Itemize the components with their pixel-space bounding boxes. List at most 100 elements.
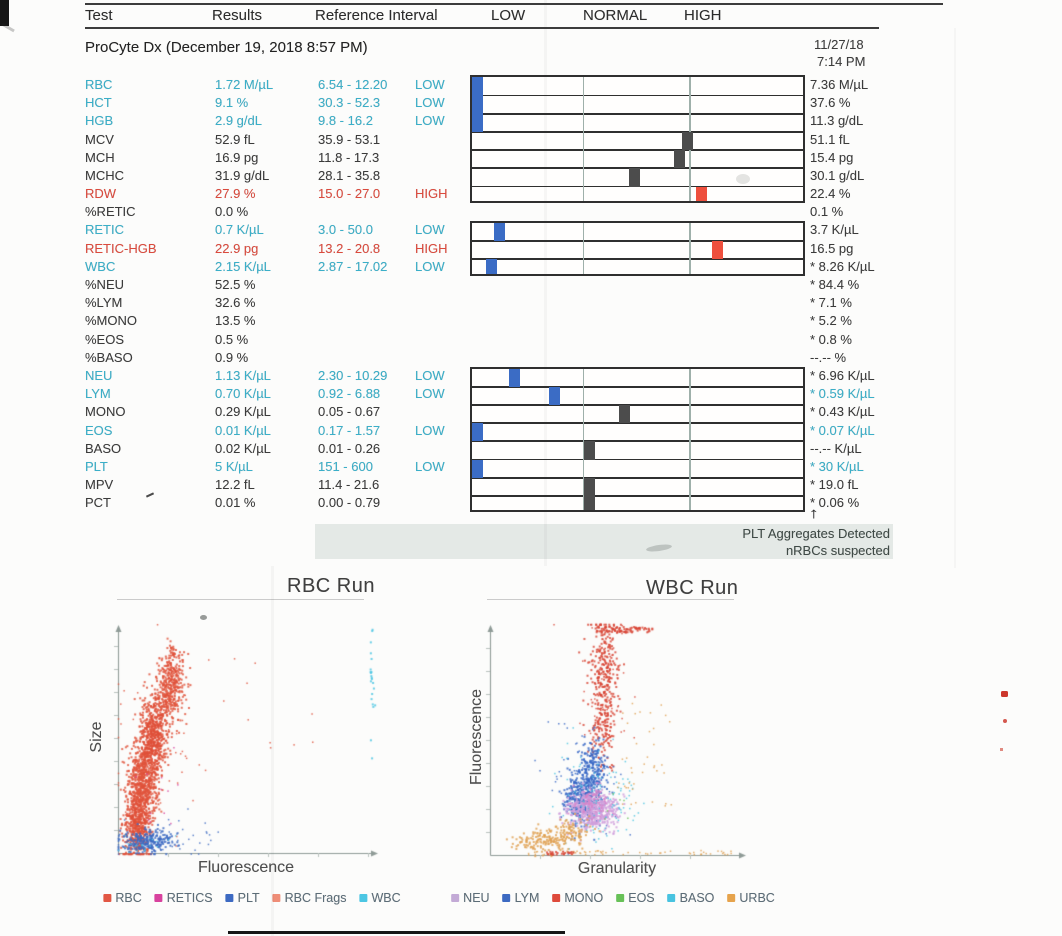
test-name: %EOS bbox=[85, 331, 125, 347]
range-marker bbox=[472, 459, 483, 478]
range-marker bbox=[584, 495, 595, 511]
table-row: LYM 0.70 K/µL 0.92 - 6.88 LOW * 0.59 K/µL bbox=[85, 385, 1045, 403]
test-name: PLT bbox=[85, 458, 108, 474]
previous-value: * 30 K/µL bbox=[810, 458, 864, 474]
legend-item: BASO bbox=[667, 891, 714, 905]
legend-swatch bbox=[552, 894, 561, 902]
range-bar-group bbox=[470, 366, 805, 513]
table-row: MCH 16.9 pg 11.8 - 17.3 15.4 pg bbox=[85, 148, 1045, 166]
legend-label: NEU bbox=[463, 891, 490, 905]
table-row: MPV 12.2 fL 11.4 - 21.6 * 19.0 fL bbox=[85, 476, 1045, 494]
reference-interval: 0.01 - 0.26 bbox=[318, 440, 381, 456]
legend-item: RETICS bbox=[154, 891, 213, 905]
result-value: 0.0 % bbox=[215, 204, 249, 220]
reference-interval: 11.4 - 21.6 bbox=[318, 477, 380, 493]
bar-separator bbox=[472, 112, 803, 115]
flag: LOW bbox=[415, 386, 445, 402]
bar-separator bbox=[472, 167, 803, 170]
previous-value: * 0.43 K/µL bbox=[810, 404, 875, 420]
previous-value: * 5.2 % bbox=[810, 313, 852, 329]
reference-interval: 6.54 - 12.20 bbox=[318, 76, 388, 92]
previous-value: * 0.07 K/µL bbox=[810, 422, 875, 438]
rbc-run-title: RBC Run bbox=[287, 575, 375, 597]
legend-item: LYM bbox=[502, 891, 540, 905]
reference-interval: 13.2 - 20.8 bbox=[318, 240, 381, 256]
test-name: MCHC bbox=[85, 167, 124, 183]
table-row: %NEU 52.5 % * 84.4 % bbox=[85, 275, 1045, 293]
test-name: PCT bbox=[85, 495, 111, 511]
scan-artifact-corner bbox=[0, 0, 9, 26]
range-marker bbox=[472, 95, 483, 114]
result-value: 0.7 K/µL bbox=[215, 222, 264, 238]
table-row: PCT 0.01 % 0.00 - 0.79 * 0.06 % bbox=[85, 494, 1045, 512]
scan-artifact-bottom-line bbox=[228, 931, 565, 934]
legend-swatch bbox=[154, 894, 163, 902]
result-value: 1.72 M/µL bbox=[215, 76, 274, 92]
previous-value: 7.36 M/µL bbox=[810, 76, 869, 92]
legend-label: MONO bbox=[564, 891, 604, 905]
wbc-run-legend: NEU LYM MONO EOS BASO URBC bbox=[451, 891, 775, 905]
results-table: RBC 1.72 M/µL 6.54 - 12.20 LOW 7.36 M/µL HCT 9… bbox=[85, 75, 1045, 512]
table-row: RDW 27.9 % 15.0 - 27.0 HIGH 22.4 % bbox=[85, 185, 1045, 203]
previous-value: * 0.59 K/µL bbox=[810, 386, 875, 402]
table-row: RBC 1.72 M/µL 6.54 - 12.20 LOW 7.36 M/µL bbox=[85, 75, 1045, 93]
test-name: HCT bbox=[85, 95, 112, 111]
previous-run-time: 7:14 PM bbox=[817, 54, 866, 69]
up-arrow-icon: ↑ bbox=[808, 505, 820, 522]
range-marker bbox=[628, 168, 640, 187]
bar-separator bbox=[472, 130, 803, 133]
previous-value: 15.4 pg bbox=[810, 149, 854, 165]
legend-swatch bbox=[616, 894, 625, 902]
previous-run-date: 11/27/18 bbox=[814, 37, 864, 52]
scan-smudge bbox=[200, 615, 207, 620]
legend-swatch bbox=[451, 894, 460, 902]
range-marker bbox=[508, 368, 520, 387]
table-row: PLT 5 K/µL 151 - 600 LOW * 30 K/µL bbox=[85, 457, 1045, 475]
legend-swatch bbox=[225, 894, 234, 902]
legend-label: LYM bbox=[514, 891, 540, 905]
table-row: NEU 1.13 K/µL 2.30 - 10.29 LOW * 6.96 K/µL bbox=[85, 366, 1045, 384]
reference-interval: 30.3 - 52.3 bbox=[318, 95, 381, 111]
bar-separator bbox=[472, 149, 803, 151]
wbc-run-scatter-plot bbox=[470, 603, 762, 865]
flag: LOW bbox=[415, 113, 445, 129]
legend-label: RBC bbox=[115, 891, 142, 905]
previous-value: 22.4 % bbox=[810, 186, 851, 202]
previous-value: * 6.96 K/µL bbox=[810, 367, 875, 383]
test-name: %NEU bbox=[85, 277, 125, 293]
previous-value: 3.7 K/µL bbox=[810, 222, 859, 238]
top-rule bbox=[85, 3, 943, 5]
bar-separator bbox=[472, 403, 803, 406]
range-marker bbox=[619, 404, 631, 424]
flag: HIGH bbox=[415, 186, 448, 202]
test-name: MCH bbox=[85, 149, 115, 165]
table-row: %EOS 0.5 % * 0.8 % bbox=[85, 330, 1045, 348]
scan-fold-line bbox=[954, 28, 956, 568]
scan-artifact-red-dot bbox=[1000, 748, 1003, 751]
result-value: 1.13 K/µL bbox=[215, 367, 271, 383]
flag: LOW bbox=[415, 222, 445, 238]
range-third-divider bbox=[582, 77, 585, 201]
test-name: RETIC bbox=[85, 222, 124, 238]
range-marker bbox=[494, 223, 506, 242]
legend-item: PLT bbox=[225, 891, 260, 905]
test-name: LYM bbox=[85, 386, 111, 402]
previous-value: * 0.06 % bbox=[810, 495, 860, 511]
bar-separator bbox=[472, 422, 803, 424]
flag: LOW bbox=[415, 422, 445, 438]
rbc-run-legend: RBC RETICS PLT RBC Frags WBC bbox=[103, 891, 401, 905]
legend-label: EOS bbox=[628, 891, 655, 905]
result-value: 27.9 % bbox=[215, 186, 256, 202]
result-value: 5 K/µL bbox=[215, 458, 253, 474]
note-band: PLT Aggregates Detected nRBCs suspected bbox=[315, 524, 893, 559]
result-value: 0.01 K/µL bbox=[215, 422, 271, 438]
previous-value: 30.1 g/dL bbox=[810, 167, 865, 183]
result-value: 22.9 pg bbox=[215, 240, 259, 256]
column-header-test: Test bbox=[85, 7, 113, 24]
legend-item: URBC bbox=[727, 891, 775, 905]
range-marker bbox=[712, 241, 723, 260]
result-value: 12.2 fL bbox=[215, 477, 255, 493]
result-value: 9.1 % bbox=[215, 95, 249, 111]
result-value: 16.9 pg bbox=[215, 149, 259, 165]
previous-value: * 7.1 % bbox=[810, 295, 852, 311]
